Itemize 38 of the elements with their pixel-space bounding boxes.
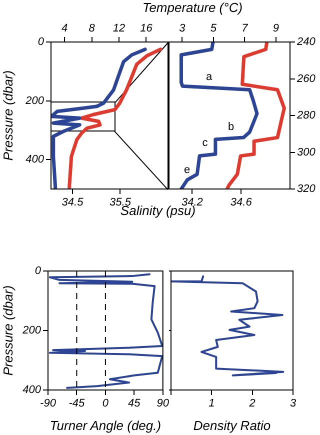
y-axis-title: Pressure (dbar) [0,285,16,376]
x2-tick-label: 4 [62,22,68,34]
x-tick-label: 34.6 [230,196,253,209]
y-tick-label: 0 [38,36,45,48]
x-tick-label: 2 [248,398,256,410]
x-axis-title: Density Ratio [193,418,271,433]
y-tick-label: 300 [297,146,316,158]
y-tick-label: 320 [297,183,316,196]
y-tick-label: 0 [34,265,42,278]
annotation: c [202,137,208,150]
x-tick-label: -45 [68,398,86,410]
y-tick-label: 280 [296,110,316,122]
annotation: a [206,71,213,84]
y-tick-label: 200 [24,94,45,107]
x-tick-label: 1 [208,398,215,410]
y-tick-label: 260 [296,72,316,85]
x-tick-label: 34.5 [62,196,84,209]
x-tick-label: 3 [290,398,297,410]
x-tick-label: -90 [40,398,57,410]
x-tick-label: 90 [156,398,170,410]
x2-tick-label: 8 [88,22,96,34]
x2-tick-label: 7 [242,22,249,34]
y-tick-label: 400 [22,384,42,396]
x-tick-label: 45 [128,398,142,410]
y-tick-label: 200 [22,324,42,337]
y-tick-label: 400 [26,154,45,166]
x2-tick-label: 12 [112,22,126,34]
y-tick-label: 240 [296,36,316,48]
x2-tick-label: 3 [179,22,186,34]
x-axis-title: Turner Angle (deg.) [50,418,162,433]
annotation: b [228,121,234,134]
x2-tick-label: 5 [210,22,218,34]
x2-tick-label: 9 [272,22,279,34]
annotation: e [184,164,190,176]
x2-tick-label: 16 [140,22,154,34]
x-tick-label: 0 [102,398,110,410]
y-axis-title: Pressure (dbar) [0,70,16,161]
x2-axis-title: Temperature (°C) [141,0,244,15]
